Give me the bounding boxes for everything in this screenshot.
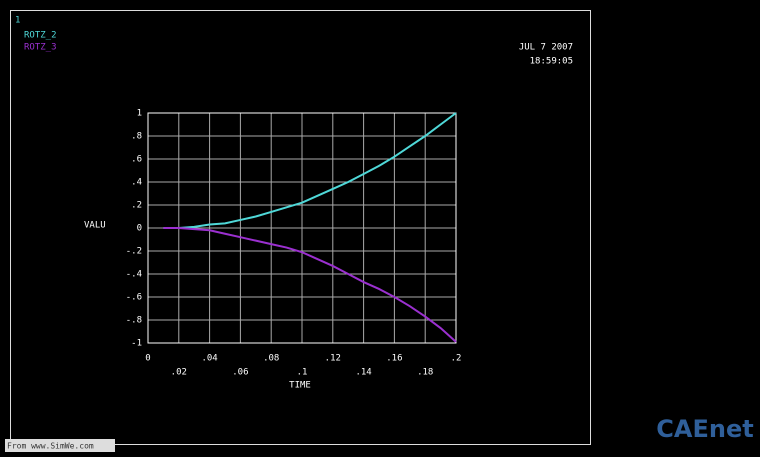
x-tick-label: .12 [325,354,341,364]
watermark: CAEnet [656,415,753,443]
x-tick-label: .18 [417,368,433,378]
x-tick-label: .04 [201,354,217,364]
y-tick-label: -.2 [126,247,142,257]
time: 18:59:05 [530,57,573,67]
y-tick-label: 1 [137,109,142,119]
x-tick-label: .02 [171,368,187,378]
y-tick-label: .6 [131,155,142,165]
y-tick-label: -.6 [126,293,142,303]
y-tick-label: -1 [131,339,142,349]
y-tick-label: -.4 [126,270,142,280]
y-tick-label: .4 [131,178,142,188]
date: JUL 7 2007 [519,43,573,53]
y-tick-label: .8 [131,132,142,142]
y-axis-label: VALU [84,221,106,231]
source-note-bg [5,439,115,452]
source-note: From www.SimWe.com [7,442,94,451]
x-tick-label: .2 [451,354,462,364]
legend-entry: ROTZ_2 [24,31,57,41]
legend-entry: ROTZ_3 [24,43,57,53]
x-tick-label: .16 [386,354,402,364]
x-tick-label: .08 [263,354,279,364]
y-tick-label: 0 [137,224,142,234]
plot-border [147,112,457,344]
x-tick-label: .14 [355,368,371,378]
x-tick-label: 0 [145,354,150,364]
window-frame [10,10,591,445]
x-tick-label: .1 [297,368,308,378]
series-line [163,112,457,229]
y-tick-label: .2 [131,201,142,211]
y-tick-label: -.8 [126,316,142,326]
window-number: 1 [15,16,20,26]
x-tick-label: .06 [232,368,248,378]
series-line [163,227,457,343]
x-axis-label: TIME [289,381,311,391]
